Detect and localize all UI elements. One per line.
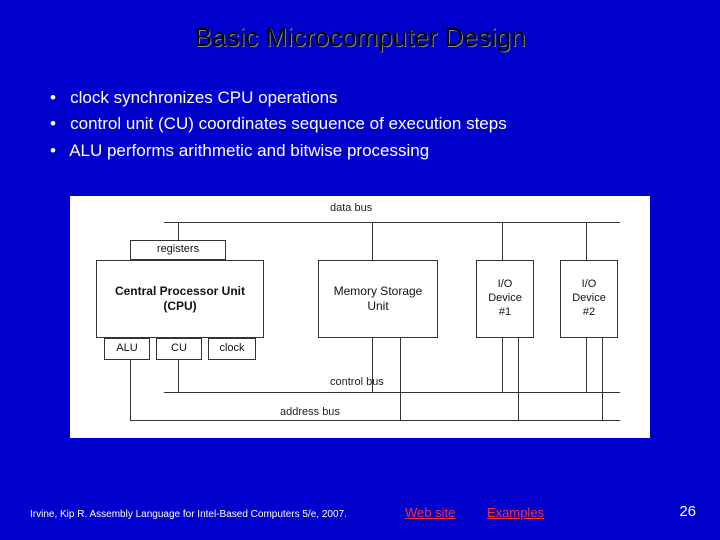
data-bus-drop-3 <box>586 222 587 260</box>
registers-box: registers <box>130 240 226 260</box>
control-bus-drop-2 <box>502 338 503 392</box>
data-bus-line <box>164 222 620 223</box>
address-bus-drop-0 <box>130 360 131 420</box>
memory-box: Memory StorageUnit <box>318 260 438 338</box>
cu-box: CU <box>156 338 202 360</box>
address-bus-drop-2 <box>518 338 519 420</box>
cpu-box: Central Processor Unit(CPU) <box>96 260 264 338</box>
io-device-2-box: I/ODevice#2 <box>560 260 618 338</box>
data-bus-label: data bus <box>330 202 372 214</box>
data-bus-drop-2 <box>502 222 503 260</box>
examples-link[interactable]: Examples <box>487 505 544 520</box>
io-device-1-box: I/ODevice#1 <box>476 260 534 338</box>
control-bus-line <box>164 392 620 393</box>
control-bus-label: control bus <box>330 376 384 388</box>
bullet-item: clock synchronizes CPU operations <box>50 85 720 111</box>
control-bus-drop-3 <box>586 338 587 392</box>
address-bus-label: address bus <box>280 406 340 418</box>
alu-box: ALU <box>104 338 150 360</box>
address-bus-drop-3 <box>602 338 603 420</box>
footer-links: Web site Examples <box>405 505 572 520</box>
citation-footer: Irvine, Kip R. Assembly Language for Int… <box>30 509 347 520</box>
bullet-list: clock synchronizes CPU operations contro… <box>50 85 720 164</box>
address-bus-line <box>130 420 620 421</box>
bullet-item: ALU performs arithmetic and bitwise proc… <box>50 138 720 164</box>
data-bus-drop-1 <box>372 222 373 260</box>
architecture-diagram: Central Processor Unit(CPU)registers ALU C… <box>70 196 650 438</box>
data-bus-drop-0 <box>178 222 179 240</box>
address-bus-drop-1 <box>400 338 401 420</box>
clock-box: clock <box>208 338 256 360</box>
slide-title: Basic Microcomputer Design <box>0 0 720 53</box>
web-site-link[interactable]: Web site <box>405 505 455 520</box>
control-bus-drop-0 <box>178 360 179 392</box>
page-number: 26 <box>679 503 696 520</box>
bullet-item: control unit (CU) coordinates sequence o… <box>50 111 720 137</box>
